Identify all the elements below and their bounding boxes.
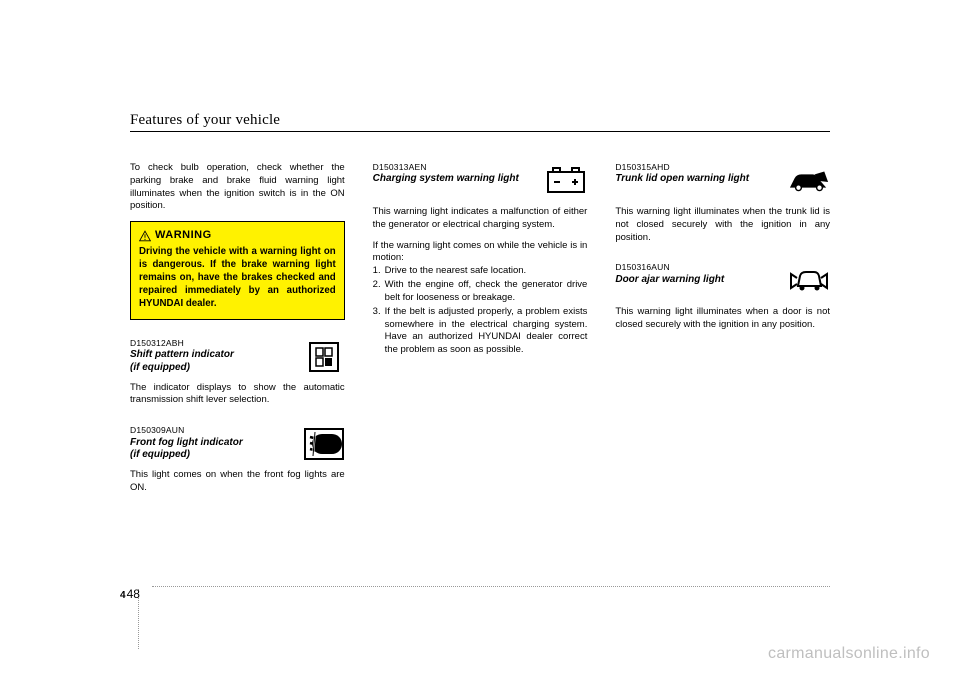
section-code: D150309AUN (130, 425, 295, 436)
section-body: The indicator displays to show the autom… (130, 382, 345, 408)
footer-rule (152, 586, 830, 587)
section-code: D150312ABH (130, 338, 295, 349)
section-body: This warning light illuminates when the … (615, 206, 830, 244)
section-trunk: D150315AHD Trunk lid open warning light (615, 162, 830, 200)
content-columns: To check bulb operation, check whether t… (130, 162, 830, 503)
page-title: Features of your vehicle (130, 112, 830, 129)
warning-icon (139, 230, 151, 242)
trunk-open-icon (788, 162, 830, 200)
heading-line2: (if equipped) (130, 449, 295, 462)
section-door-ajar: D150316AUN Door ajar warning light (615, 262, 830, 300)
section-heading: Charging system warning light (373, 173, 538, 186)
section-body: This light comes on when the front fog l… (130, 469, 345, 495)
section-charging: D150313AEN Charging system warning light (373, 162, 588, 200)
column-3: D150315AHD Trunk lid open warning light … (615, 162, 830, 503)
heading-line1: Trunk lid open warning light (615, 173, 749, 184)
battery-icon (545, 162, 587, 200)
section-code: D150315AHD (615, 162, 780, 173)
heading-line2: (if equipped) (130, 362, 295, 375)
section-body: This warning light illuminates when a do… (615, 306, 830, 332)
intro-paragraph: To check bulb operation, check whether t… (130, 162, 345, 213)
section-code: D150313AEN (373, 162, 538, 173)
watermark: carmanualsonline.info (768, 645, 930, 663)
heading-line1: Door ajar warning light (615, 274, 724, 285)
list-item: 2.With the engine off, check the generat… (373, 279, 588, 305)
page-no: 48 (127, 587, 140, 601)
section-heading: Front fog light indicator (if equipped) (130, 437, 295, 462)
manual-page: Features of your vehicle To check bulb o… (0, 0, 960, 679)
paragraph: If the warning light comes on while the … (373, 240, 588, 266)
column-2: D150313AEN Charging system warning light (373, 162, 588, 503)
section-code: D150316AUN (615, 262, 780, 273)
warning-label: WARNING (155, 228, 212, 243)
column-1: To check bulb operation, check whether t… (130, 162, 345, 503)
section-heading: Trunk lid open warning light (615, 173, 780, 186)
section-heading: Door ajar warning light (615, 274, 780, 287)
shift-pattern-icon (303, 338, 345, 376)
section-shift-pattern: D150312ABH Shift pattern indicator (if e… (130, 338, 345, 376)
heading-line1: Front fog light indicator (130, 437, 243, 448)
warning-text: Driving the vehicle with a warning light… (139, 245, 336, 310)
list-item: 3.If the belt is adjusted properly, a pr… (373, 306, 588, 357)
heading-line1: Charging system warning light (373, 173, 519, 184)
list-text: With the engine off, check the generator… (385, 279, 588, 303)
section-heading: Shift pattern indicator (if equipped) (130, 349, 295, 374)
page-header: Features of your vehicle (130, 112, 830, 132)
section-fog-light: D150309AUN Front fog light indicator (if… (130, 425, 345, 463)
warning-title-row: WARNING (139, 228, 336, 243)
warning-box: WARNING Driving the vehicle with a warni… (130, 221, 345, 319)
paragraph: This warning light indicates a malfuncti… (373, 206, 588, 232)
list-text: Drive to the nearest safe location. (385, 265, 527, 276)
page-number: 448 (120, 587, 140, 601)
list-text: If the belt is adjusted properly, a prob… (385, 306, 588, 355)
heading-line1: Shift pattern indicator (130, 349, 234, 360)
door-ajar-icon (788, 262, 830, 300)
fog-light-icon (303, 425, 345, 463)
chapter-number: 4 (120, 590, 126, 601)
list-item: 1.Drive to the nearest safe location. (373, 265, 588, 278)
numbered-list: 1.Drive to the nearest safe location. 2.… (373, 265, 588, 357)
